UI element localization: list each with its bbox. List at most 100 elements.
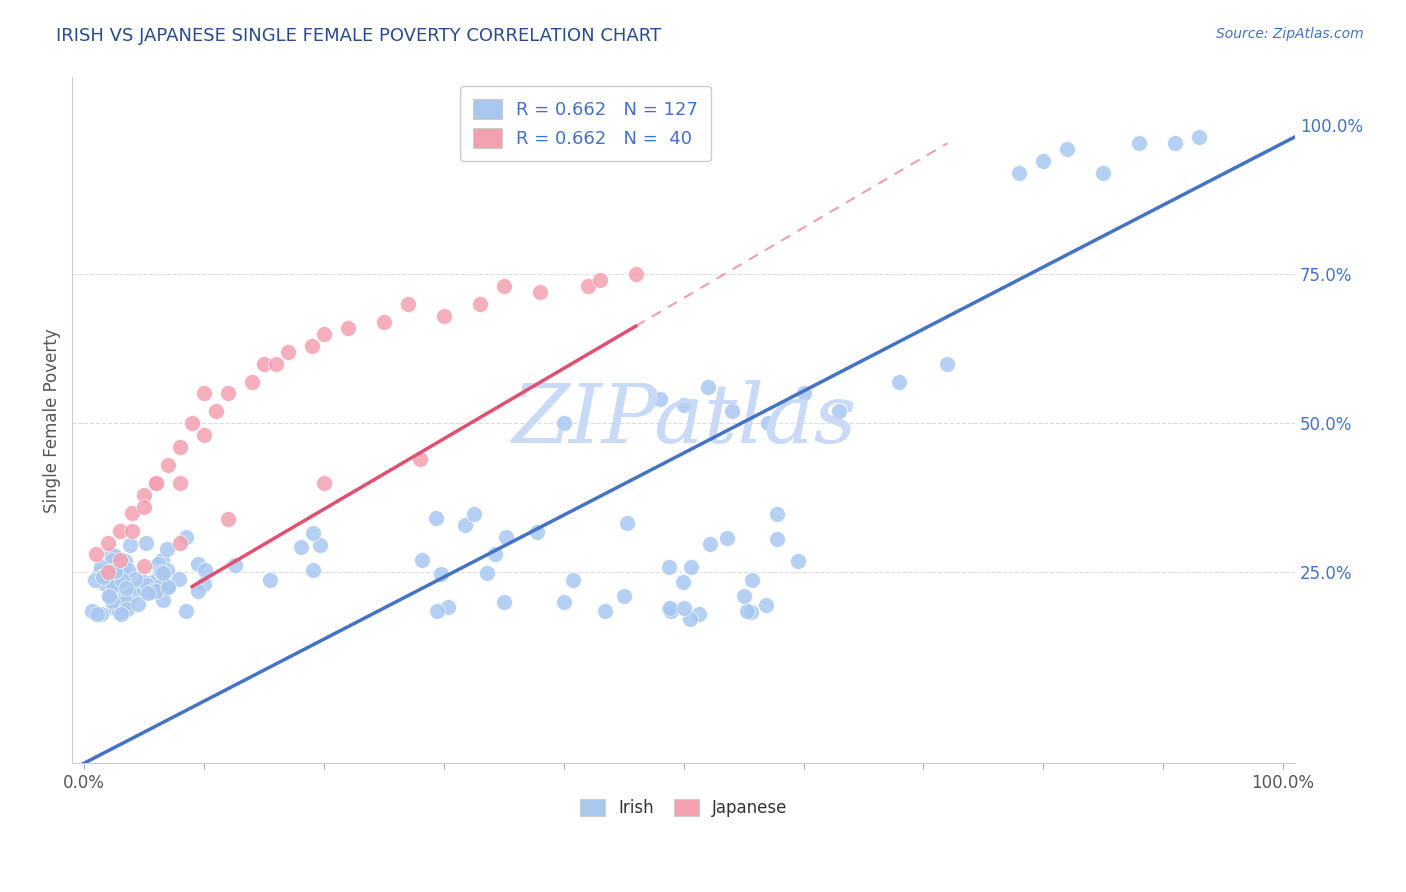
Point <box>117 563 139 577</box>
Point <box>756 417 779 431</box>
Point <box>156 542 179 557</box>
Point <box>787 554 810 568</box>
Point <box>111 561 134 575</box>
Point <box>90 607 112 621</box>
Point <box>792 386 814 401</box>
Point <box>90 560 112 574</box>
Point <box>593 604 616 618</box>
Point <box>765 507 787 521</box>
Point <box>526 524 548 539</box>
Point <box>828 404 851 418</box>
Point <box>437 600 460 615</box>
Point <box>589 273 612 287</box>
Point <box>430 567 453 582</box>
Point <box>1188 130 1211 145</box>
Point <box>187 583 209 598</box>
Point <box>125 582 148 596</box>
Point <box>98 590 121 604</box>
Point <box>103 577 125 591</box>
Point <box>411 553 433 567</box>
Point <box>733 589 755 603</box>
Point <box>658 601 681 615</box>
Point <box>755 598 778 612</box>
Point <box>696 380 718 394</box>
Point <box>101 594 124 608</box>
Point <box>224 558 246 573</box>
Point <box>889 375 911 389</box>
Point <box>169 535 191 549</box>
Point <box>312 475 335 490</box>
Point <box>97 566 120 580</box>
Point <box>553 417 575 431</box>
Point <box>91 570 114 584</box>
Point <box>1056 142 1078 156</box>
Point <box>104 564 127 578</box>
Point <box>115 581 138 595</box>
Point <box>679 612 702 626</box>
Point <box>110 607 132 621</box>
Point <box>1008 166 1031 180</box>
Point <box>529 285 551 299</box>
Point <box>193 386 215 401</box>
Point <box>127 597 149 611</box>
Point <box>187 558 209 572</box>
Point <box>134 582 156 597</box>
Point <box>145 475 167 490</box>
Point <box>409 452 432 467</box>
Point <box>681 560 703 574</box>
Point <box>86 607 108 621</box>
Point <box>716 531 738 545</box>
Point <box>553 595 575 609</box>
Point <box>107 595 129 609</box>
Point <box>720 404 742 418</box>
Point <box>110 573 132 587</box>
Point <box>80 604 103 618</box>
Point <box>741 574 763 588</box>
Point <box>217 386 239 401</box>
Point <box>149 579 172 593</box>
Point <box>143 584 166 599</box>
Point <box>659 604 682 618</box>
Point <box>156 580 179 594</box>
Point <box>149 566 172 580</box>
Text: IRISH VS JAPANESE SINGLE FEMALE POVERTY CORRELATION CHART: IRISH VS JAPANESE SINGLE FEMALE POVERTY … <box>56 27 661 45</box>
Point <box>94 576 117 591</box>
Point <box>145 583 167 598</box>
Point <box>658 560 681 574</box>
Point <box>93 568 115 582</box>
Point <box>426 604 449 618</box>
Point <box>84 574 107 588</box>
Point <box>115 595 138 609</box>
Point <box>136 586 159 600</box>
Text: ZIPatlas: ZIPatlas <box>510 380 856 460</box>
Point <box>373 315 395 329</box>
Point <box>1092 166 1115 180</box>
Point <box>740 605 762 619</box>
Point <box>104 549 127 564</box>
Point <box>100 553 122 567</box>
Point <box>104 578 127 592</box>
Point <box>174 530 197 544</box>
Point <box>150 553 173 567</box>
Point <box>301 339 323 353</box>
Point <box>616 516 638 530</box>
Point <box>146 557 169 571</box>
Legend: Irish, Japanese: Irish, Japanese <box>574 792 794 823</box>
Point <box>132 575 155 590</box>
Y-axis label: Single Female Poverty: Single Female Poverty <box>44 328 60 513</box>
Point <box>107 563 129 577</box>
Point <box>205 404 228 418</box>
Point <box>152 593 174 607</box>
Point <box>105 591 128 606</box>
Point <box>562 573 585 587</box>
Point <box>156 563 179 577</box>
Point <box>121 524 143 538</box>
Point <box>121 506 143 520</box>
Point <box>105 567 128 582</box>
Point <box>240 375 263 389</box>
Point <box>672 575 695 590</box>
Point <box>302 563 325 577</box>
Point <box>114 554 136 568</box>
Point <box>475 566 498 580</box>
Point <box>1128 136 1150 150</box>
